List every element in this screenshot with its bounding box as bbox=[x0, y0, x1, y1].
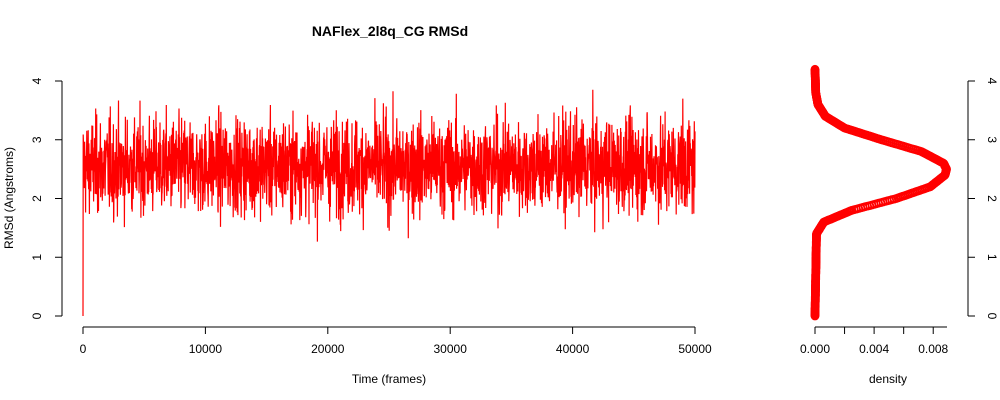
y-tick-label: 4 bbox=[30, 77, 44, 84]
density-y-tick-label: 4 bbox=[985, 78, 999, 85]
density-x-tick-label: 0.004 bbox=[859, 342, 889, 356]
x-tick-label: 0 bbox=[80, 342, 87, 356]
y-ticks: 0 1 2 3 4 bbox=[30, 77, 62, 319]
y-tick-label: 2 bbox=[30, 195, 44, 202]
y-tick-label: 3 bbox=[30, 136, 44, 143]
x-tick-label: 20000 bbox=[311, 342, 345, 356]
density-x-tick-label: 0.000 bbox=[800, 342, 830, 356]
density-y-tick-label: 2 bbox=[985, 195, 999, 202]
y-axis-label: RMSd (Angstroms) bbox=[2, 147, 16, 249]
rmsd-series-line bbox=[82, 89, 696, 317]
density-curve bbox=[810, 64, 951, 321]
rmsd-trace bbox=[82, 89, 696, 317]
density-plot: 0.000 0.004 0.008 0 1 2 3 4 density bbox=[800, 64, 999, 386]
y-tick-label: 0 bbox=[30, 312, 44, 319]
x-tick-label: 50000 bbox=[678, 342, 712, 356]
density-y-ticks: 0 1 2 3 4 bbox=[968, 78, 999, 320]
density-x-ticks: 0.000 0.004 0.008 bbox=[800, 327, 949, 356]
x-tick-label: 40000 bbox=[556, 342, 590, 356]
density-x-tick-label: 0.008 bbox=[918, 342, 948, 356]
density-point bbox=[810, 64, 820, 74]
x-tick-label: 10000 bbox=[189, 342, 223, 356]
density-y-tick-label: 0 bbox=[985, 313, 999, 320]
x-axis-label: Time (frames) bbox=[352, 372, 426, 386]
density-y-tick-label: 1 bbox=[985, 254, 999, 261]
chart-title: NAFlex_2l8q_CG RMSd bbox=[312, 23, 468, 39]
x-tick-label: 30000 bbox=[434, 342, 468, 356]
density-x-axis-label: density bbox=[869, 372, 907, 386]
y-tick-label: 1 bbox=[30, 254, 44, 261]
density-y-tick-label: 3 bbox=[985, 136, 999, 143]
x-ticks: 0 10000 20000 30000 40000 50000 bbox=[80, 327, 712, 356]
timeseries-plot: 0 10000 20000 30000 40000 50000 0 1 2 3 4 Time (f… bbox=[2, 77, 712, 386]
